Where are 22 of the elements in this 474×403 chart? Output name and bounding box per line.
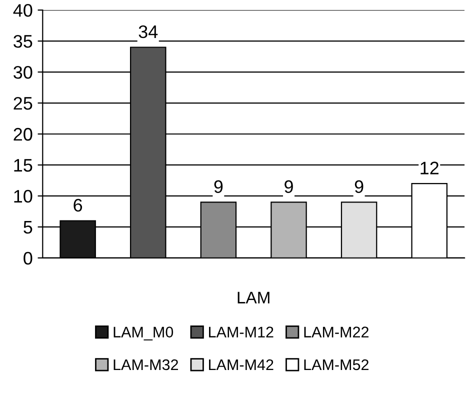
y-tick-label: 20 xyxy=(14,128,32,141)
x-tick-label: LAM xyxy=(238,292,270,304)
legend-label: LAM-M52 xyxy=(304,359,368,370)
legend-label: LAM_M0 xyxy=(114,326,174,340)
y-tick-label: 0 xyxy=(24,252,32,265)
y-tick-label: 5 xyxy=(24,221,32,234)
data-label: 34 xyxy=(138,25,158,38)
y-tick-label: 30 xyxy=(14,66,32,79)
data-label: 6 xyxy=(74,198,82,212)
y-tick-label: 40 xyxy=(13,4,32,17)
data-label: 9 xyxy=(284,180,293,194)
y-tick-label: 15 xyxy=(14,159,32,172)
data-label: 9 xyxy=(354,180,364,194)
legend-label: LAM-M42 xyxy=(209,359,274,370)
legend-label: LAM-M22 xyxy=(304,326,368,338)
data-label: 9 xyxy=(214,180,223,194)
y-tick-label: 25 xyxy=(14,96,32,110)
data-label: 12 xyxy=(420,162,438,174)
legend-label: LAM-M12 xyxy=(209,326,274,338)
y-tick-label: 10 xyxy=(14,190,32,203)
legend-label: LAM-M32 xyxy=(114,359,178,370)
y-tick-label: 35 xyxy=(14,34,32,48)
